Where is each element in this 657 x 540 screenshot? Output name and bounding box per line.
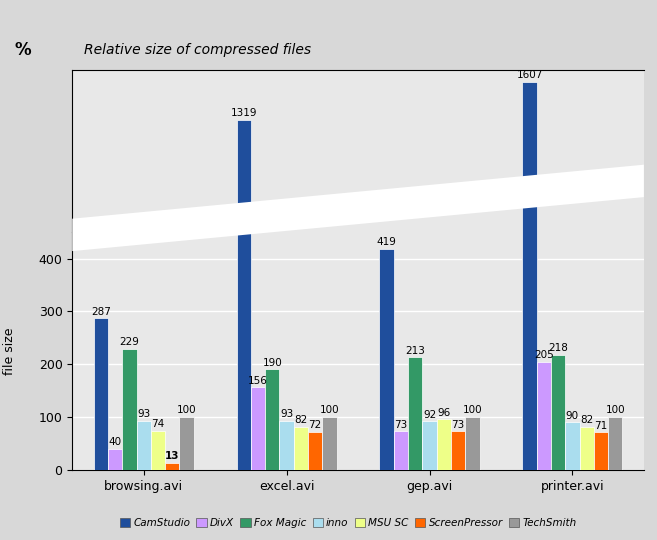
Bar	[265, 369, 279, 470]
Bar	[179, 278, 194, 291]
Bar	[94, 318, 108, 470]
Bar	[108, 449, 122, 470]
Bar	[108, 285, 122, 291]
Bar	[122, 349, 137, 470]
Bar	[308, 432, 323, 470]
Bar	[294, 280, 308, 291]
Text: 73: 73	[394, 420, 407, 430]
Text: 74: 74	[151, 419, 165, 429]
Text: 90: 90	[566, 411, 579, 421]
Text: 205: 205	[534, 350, 554, 360]
Bar	[608, 417, 622, 470]
Bar	[465, 417, 480, 470]
Bar	[165, 463, 179, 470]
Text: 190: 190	[262, 358, 283, 368]
Bar	[422, 279, 437, 291]
Bar	[279, 279, 294, 291]
Bar	[137, 279, 151, 291]
Text: 100: 100	[320, 406, 339, 415]
Bar	[323, 417, 336, 470]
Text: 229: 229	[120, 338, 139, 347]
Text: 287: 287	[91, 307, 111, 316]
Bar	[565, 422, 579, 470]
Bar	[151, 431, 165, 470]
Bar	[408, 263, 422, 291]
Text: 419: 419	[376, 237, 397, 247]
Bar	[165, 289, 179, 291]
Bar	[380, 248, 394, 470]
Bar	[179, 417, 194, 470]
Bar	[251, 271, 265, 291]
Text: 72: 72	[309, 420, 322, 430]
Bar	[522, 0, 537, 470]
Bar	[608, 278, 622, 291]
Bar	[94, 253, 108, 291]
Text: 100: 100	[606, 406, 625, 415]
Text: 40: 40	[108, 437, 122, 447]
Bar	[565, 279, 579, 291]
Bar	[522, 82, 537, 291]
Bar	[579, 280, 594, 291]
Bar	[451, 431, 465, 470]
Text: file size: file size	[3, 327, 16, 375]
Text: 73: 73	[451, 420, 464, 430]
Bar	[294, 427, 308, 470]
Bar	[237, 119, 251, 291]
Text: 71: 71	[595, 421, 608, 431]
Bar	[437, 419, 451, 470]
Text: 93: 93	[280, 409, 293, 419]
Legend: CamStudio, DivX, Fox Magic, inno, MSU SC, ScreenPressor, TechSmith: CamStudio, DivX, Fox Magic, inno, MSU SC…	[116, 514, 581, 532]
Bar	[394, 431, 408, 470]
Bar	[422, 421, 437, 470]
Text: 82: 82	[294, 415, 307, 425]
Bar	[579, 427, 594, 470]
Text: 93: 93	[137, 409, 150, 419]
Bar	[551, 355, 565, 470]
Bar	[451, 281, 465, 291]
Text: 92: 92	[423, 410, 436, 420]
Bar	[394, 281, 408, 291]
Bar	[594, 281, 608, 291]
Bar	[122, 261, 137, 291]
Bar	[465, 278, 480, 291]
Text: Relative size of compressed files: Relative size of compressed files	[83, 43, 311, 57]
Text: 213: 213	[405, 346, 425, 356]
Text: 13: 13	[165, 451, 179, 461]
Bar	[137, 421, 151, 470]
Bar	[380, 236, 394, 291]
Bar	[537, 264, 551, 291]
Text: %: %	[14, 42, 32, 59]
Bar	[594, 433, 608, 470]
Bar	[237, 0, 251, 470]
Bar	[408, 357, 422, 470]
Bar	[537, 362, 551, 470]
Text: 218: 218	[548, 343, 568, 353]
Bar	[151, 281, 165, 291]
Text: 96: 96	[437, 408, 451, 417]
Text: 1319: 1319	[231, 107, 257, 118]
Bar	[308, 281, 323, 291]
Text: 100: 100	[463, 406, 482, 415]
Text: 100: 100	[177, 406, 196, 415]
Bar	[551, 262, 565, 291]
Bar	[251, 387, 265, 470]
Bar	[265, 266, 279, 291]
Text: 82: 82	[580, 415, 593, 425]
Bar	[323, 278, 336, 291]
Text: 1607: 1607	[516, 70, 543, 80]
Bar	[279, 421, 294, 470]
Bar	[437, 278, 451, 291]
Text: 156: 156	[248, 376, 268, 386]
